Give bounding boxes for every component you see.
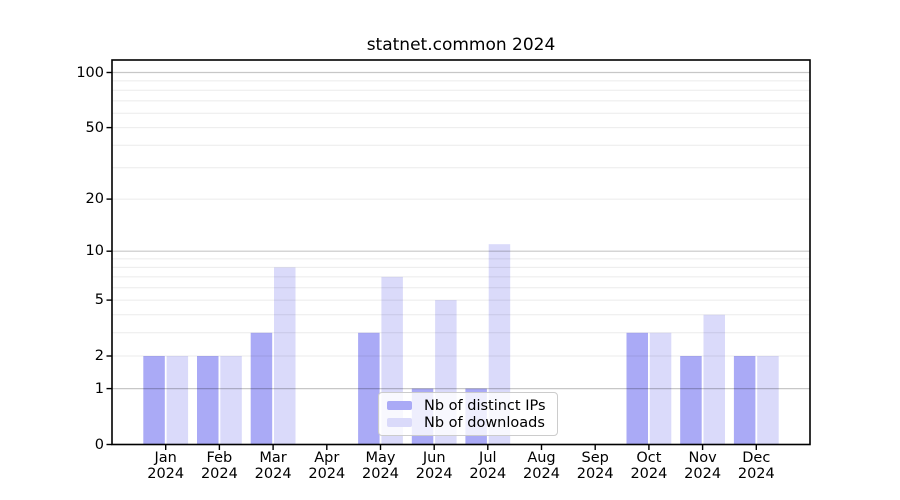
legend-label-downloads: Nb of downloads — [424, 414, 545, 431]
bar-series1-month2 — [274, 267, 296, 445]
x-tick-label: Mar 2024 — [254, 450, 292, 482]
bar-series1-month0 — [166, 356, 189, 445]
bar-series0-month2 — [250, 332, 273, 445]
legend-swatch-downloads-icon — [387, 418, 412, 427]
legend-swatch-distinct-ips-icon — [387, 401, 412, 410]
x-tick-label: Apr 2024 — [308, 450, 346, 482]
bar-series1-month10 — [703, 314, 725, 445]
axes-frame — [111, 59, 811, 446]
x-tick-label: Aug 2024 — [523, 450, 560, 482]
bar-series1-month11 — [757, 356, 779, 445]
legend-item-distinct-ips: Nb of distinct IPs — [387, 397, 546, 414]
y-tick-label: 100 — [76, 64, 104, 81]
x-tick-label: Jan 2024 — [147, 450, 185, 482]
bar-series0-month1 — [197, 356, 219, 445]
chart-title: statnet.common 2024 — [366, 35, 556, 55]
y-tick-label: 1 — [94, 380, 104, 397]
legend: Nb of distinct IPs Nb of downloads — [378, 392, 558, 436]
x-tick-label: Oct 2024 — [630, 450, 668, 482]
x-tick-label: Dec 2024 — [737, 450, 775, 482]
bar-series0-month0 — [143, 356, 165, 445]
bar-series0-month9 — [626, 332, 648, 445]
x-tick-label: Sep 2024 — [576, 450, 614, 482]
y-tick-label: 50 — [85, 119, 104, 136]
y-tick-label: 5 — [94, 292, 104, 309]
y-tick-label: 0 — [94, 436, 104, 453]
y-tick-label: 10 — [85, 243, 104, 260]
bar-series0-month10 — [680, 356, 702, 445]
bar-series1-month1 — [220, 356, 242, 445]
x-tick-label: May 2024 — [362, 450, 399, 482]
y-tick-label: 20 — [85, 191, 104, 208]
y-tick-label: 2 — [94, 348, 104, 364]
bar-series0-month4 — [358, 332, 380, 445]
legend-label-distinct-ips: Nb of distinct IPs — [424, 397, 546, 414]
x-tick-label: Nov 2024 — [684, 450, 722, 482]
x-tick-label: Jul 2024 — [469, 450, 507, 482]
x-tick-label: Feb 2024 — [200, 450, 238, 482]
legend-item-downloads: Nb of downloads — [387, 414, 546, 431]
bar-series1-month9 — [649, 332, 672, 445]
bar-series0-month11 — [733, 356, 756, 445]
x-tick-label: Jun 2024 — [415, 450, 453, 482]
